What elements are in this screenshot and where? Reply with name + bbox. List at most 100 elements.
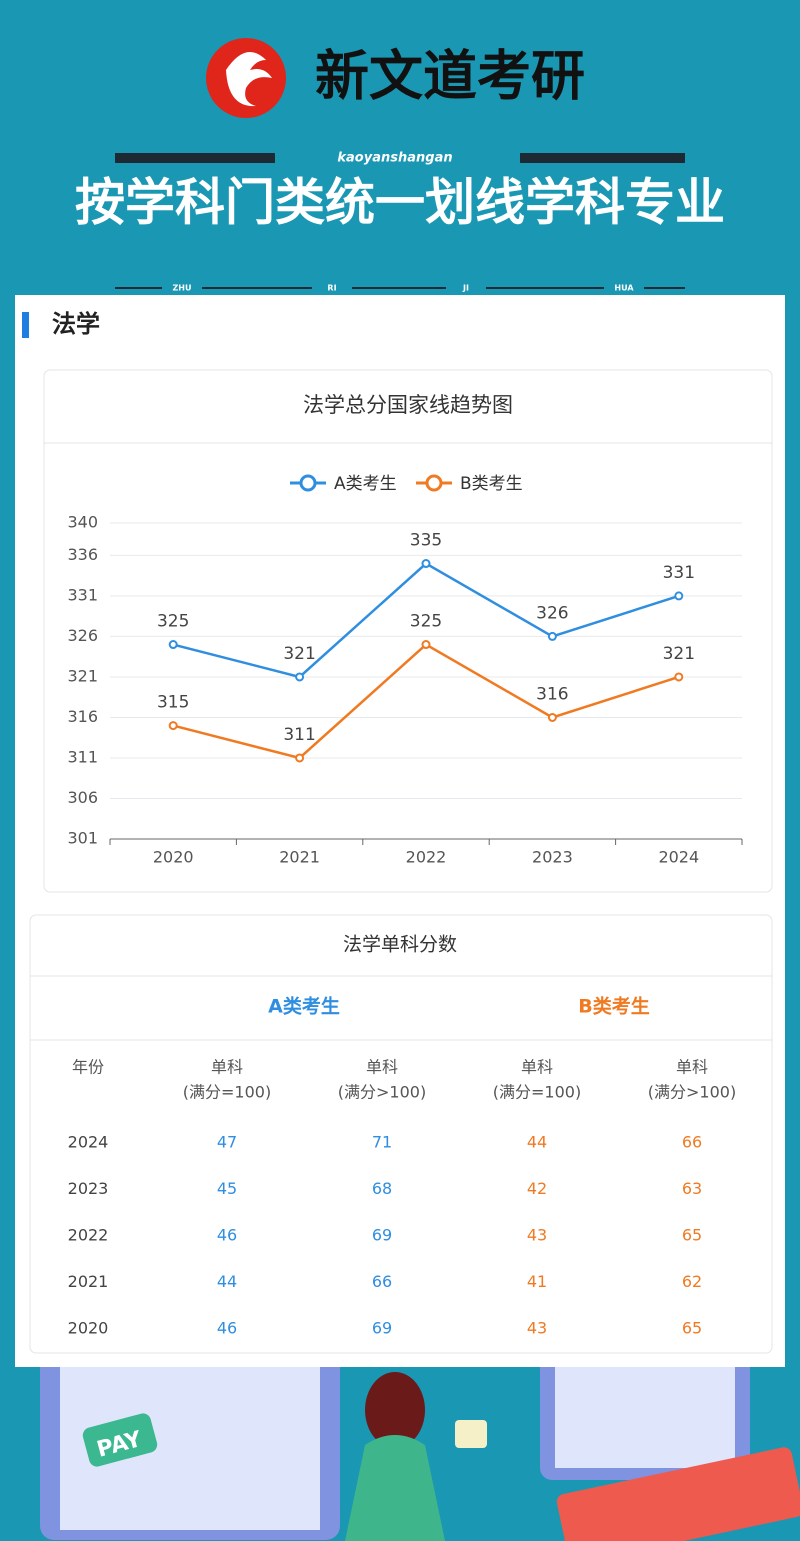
data-label: 316 [536,684,568,704]
chart-card [43,369,773,893]
data-label: 325 [410,612,442,632]
y-tick-label: 331 [67,585,98,604]
score-cell: 62 [682,1272,702,1291]
score-cell: 44 [527,1133,547,1152]
column-header: (满分>100) [648,1083,736,1102]
y-tick-label: 336 [67,545,98,564]
table-card [29,914,773,1354]
score-cell: 43 [527,1319,547,1338]
year-cell: 2021 [68,1272,109,1291]
data-label: 321 [663,644,695,664]
headline: 按学科门类统一划线学科专业 [75,174,725,232]
section-marker [22,312,29,338]
data-label: 325 [157,612,189,632]
year-cell: 2023 [68,1179,109,1198]
sub-word: HUA [614,284,634,293]
sub-word: JI [462,284,469,293]
chart: 301 306 311 316 321 326 331 336 340 2020 2021 2022 2… [67,474,743,867]
column-header: (满分=100) [493,1083,581,1102]
y-tick-label: 326 [67,626,98,645]
year-cell: 2020 [68,1319,109,1338]
data-point [421,559,431,569]
score-cell: 46 [217,1319,237,1338]
y-tick-label: 311 [67,747,98,766]
sub-word-bg [162,282,202,294]
section-title: 法学 [52,310,100,338]
group-header: A类考生 [268,995,340,1018]
score-cell: 46 [217,1226,237,1245]
score-cell: 63 [682,1179,702,1198]
column-header: 单科 [521,1058,553,1077]
sub-words: ZHU RI JI HUA [162,282,644,294]
column-header: (满分>100) [338,1083,426,1102]
table-title: 法学单科分数 [343,934,457,956]
data-label: 326 [536,603,568,623]
data-point [168,721,178,731]
data-label: 311 [283,725,315,745]
legend-symbol [299,474,317,492]
chart-title: 法学总分国家线趋势图 [303,393,513,417]
y-tick-label: 306 [67,788,98,807]
sub-word-bg [604,282,644,294]
sub-word: RI [327,284,336,293]
score-cell: 65 [682,1319,702,1338]
score-cell: 44 [217,1272,237,1291]
x-tick-label: 2024 [658,848,699,867]
sub-word: ZHU [173,284,192,293]
column-header: 单科 [211,1058,243,1077]
score-cell: 68 [372,1179,392,1198]
score-cell: 69 [372,1226,392,1245]
score-cell: 41 [527,1272,547,1291]
data-label: 315 [157,693,189,713]
data-point [421,640,431,650]
logo-bird [226,52,272,107]
legend-label: B类考生 [460,474,523,494]
brand: 新文道考研 [315,45,585,108]
group-header: B类考生 [578,995,649,1018]
data-point [168,640,178,650]
score-cell: 71 [372,1133,392,1152]
x-tick-label: 2021 [279,848,320,867]
score-cell: 43 [527,1226,547,1245]
score-cell: 65 [682,1226,702,1245]
column-header: 单科 [676,1058,708,1077]
data-point [295,672,305,682]
illustration: PAY [40,1340,800,1541]
x-tick-label: 2022 [406,848,447,867]
data-point [295,753,305,763]
y-tick-label: 340 [67,513,98,532]
column-header: (满分=100) [183,1083,271,1102]
sub-word-bg [312,282,352,294]
stripe [115,153,275,163]
column-header: 年份 [72,1058,104,1077]
score-cell: 66 [372,1272,392,1291]
data-label: 335 [410,531,442,551]
data-label: 321 [283,644,315,664]
column-header: 单科 [366,1058,398,1077]
y-tick-label: 316 [67,707,98,726]
score-cell: 45 [217,1179,237,1198]
data-point [547,712,557,722]
data-point [674,672,684,682]
y-tick-label: 321 [67,666,98,685]
stripe [520,153,685,163]
sub-word-bg [446,282,486,294]
score-cell: 66 [682,1133,702,1152]
legend-symbol [425,474,443,492]
year-cell: 2024 [68,1133,109,1152]
tagline: kaoyanshangan [337,151,452,166]
y-tick-label: 301 [67,829,98,848]
year-cell: 2022 [68,1226,109,1245]
x-tick-label: 2023 [532,848,573,867]
score-cell: 42 [527,1179,547,1198]
data-label: 331 [663,563,695,583]
score-cell: 69 [372,1319,392,1338]
legend-label: A类考生 [334,474,397,494]
data-point [674,591,684,601]
score-cell: 47 [217,1133,237,1152]
data-point [547,631,557,641]
x-tick-label: 2020 [153,848,194,867]
